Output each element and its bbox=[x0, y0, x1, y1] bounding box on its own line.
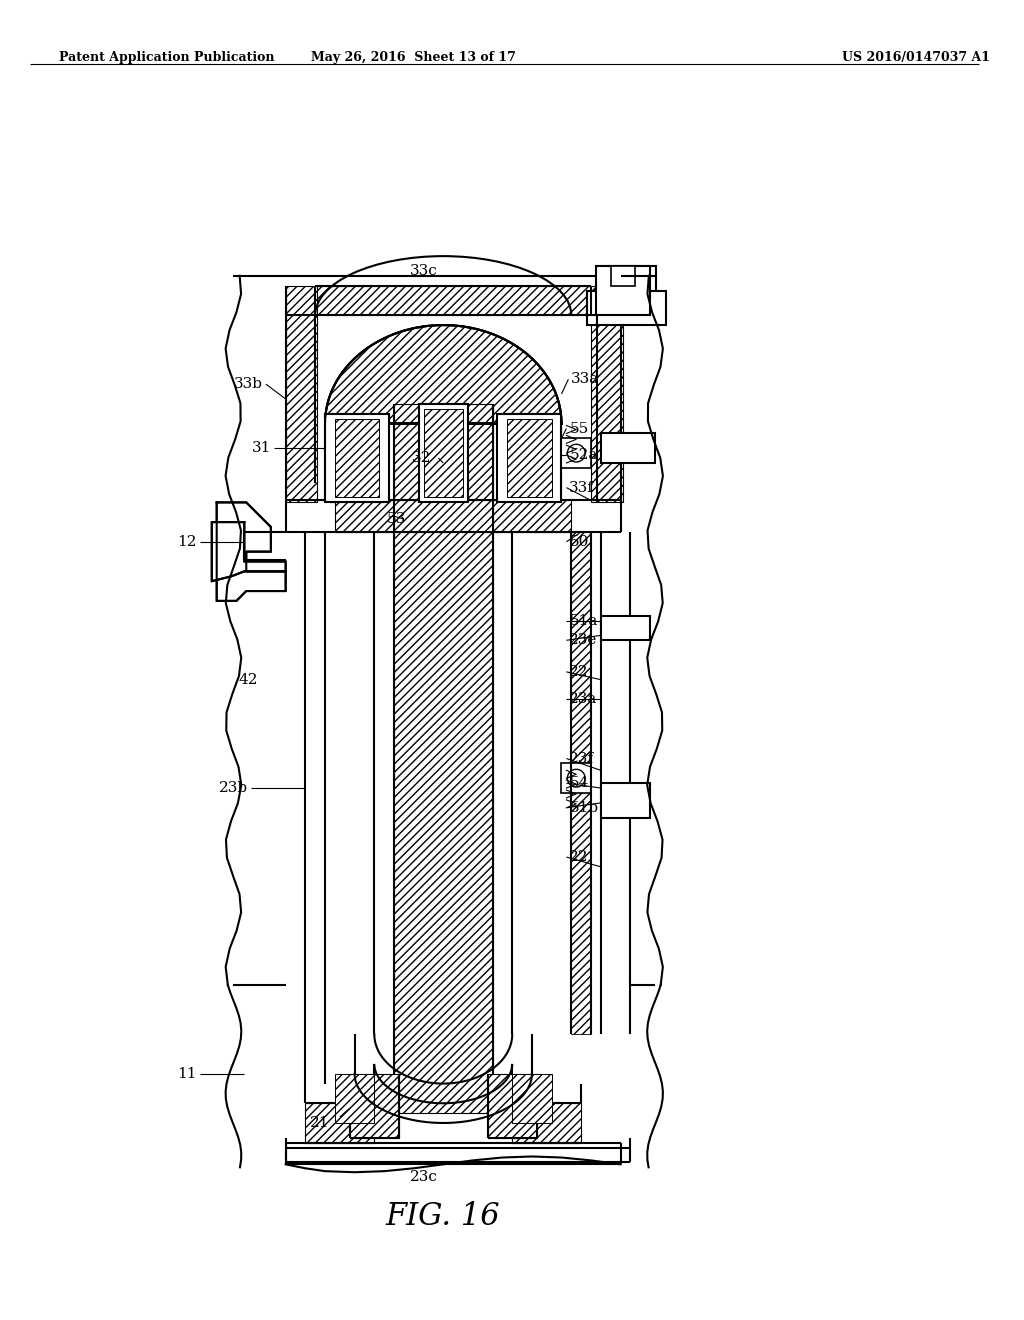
Bar bbox=[601, 783, 650, 817]
Text: 23c: 23c bbox=[410, 1170, 437, 1184]
Text: 23b: 23b bbox=[219, 781, 248, 795]
Bar bbox=[561, 438, 591, 467]
Text: 33c: 33c bbox=[410, 264, 437, 279]
Bar bbox=[561, 763, 591, 793]
Bar bbox=[512, 1073, 552, 1123]
Text: FIG. 16: FIG. 16 bbox=[386, 1201, 501, 1232]
Polygon shape bbox=[212, 523, 286, 581]
Text: 51a: 51a bbox=[569, 614, 598, 627]
Bar bbox=[325, 413, 389, 503]
Text: 31: 31 bbox=[252, 441, 271, 455]
Text: 33b: 33b bbox=[234, 378, 263, 391]
Text: 21: 21 bbox=[310, 1115, 330, 1130]
Text: 50: 50 bbox=[569, 535, 589, 549]
Polygon shape bbox=[325, 325, 561, 424]
Bar bbox=[512, 1104, 582, 1143]
Bar bbox=[591, 285, 623, 503]
Bar bbox=[349, 1073, 399, 1138]
Bar bbox=[596, 267, 650, 315]
Text: May 26, 2016  Sheet 13 of 17: May 26, 2016 Sheet 13 of 17 bbox=[311, 51, 516, 65]
Bar bbox=[587, 290, 666, 325]
Bar bbox=[487, 1073, 537, 1138]
Bar bbox=[424, 409, 463, 498]
Bar bbox=[571, 532, 591, 1035]
Polygon shape bbox=[217, 503, 286, 601]
Bar bbox=[335, 1073, 375, 1123]
Text: 52a: 52a bbox=[569, 447, 598, 462]
Bar bbox=[286, 285, 317, 503]
Bar bbox=[601, 615, 650, 640]
Bar bbox=[498, 413, 561, 503]
Text: 55: 55 bbox=[569, 421, 589, 436]
Bar bbox=[330, 413, 384, 503]
Bar bbox=[394, 404, 493, 1113]
Text: Patent Application Publication: Patent Application Publication bbox=[59, 51, 274, 65]
Text: 12: 12 bbox=[177, 535, 197, 549]
Text: 54: 54 bbox=[569, 776, 589, 791]
Bar bbox=[335, 418, 379, 498]
Text: 53: 53 bbox=[387, 512, 407, 527]
Text: 23e: 23e bbox=[569, 634, 598, 647]
Bar bbox=[597, 267, 656, 296]
Text: 23a: 23a bbox=[569, 693, 598, 706]
Bar bbox=[503, 413, 557, 503]
Bar bbox=[315, 285, 591, 315]
Text: 33f: 33f bbox=[569, 480, 594, 495]
Text: 33a: 33a bbox=[571, 372, 600, 387]
Bar bbox=[601, 433, 655, 463]
Bar bbox=[610, 267, 635, 285]
Bar bbox=[305, 1104, 375, 1143]
Bar bbox=[419, 404, 468, 503]
Text: US 2016/0147037 A1: US 2016/0147037 A1 bbox=[842, 51, 990, 65]
Text: 22: 22 bbox=[569, 850, 589, 865]
Text: 32: 32 bbox=[412, 451, 431, 465]
Bar bbox=[335, 500, 571, 532]
Text: 23f: 23f bbox=[569, 751, 594, 766]
Text: 51b: 51b bbox=[569, 801, 598, 814]
Text: 11: 11 bbox=[177, 1067, 197, 1081]
Bar bbox=[507, 418, 552, 498]
Text: 22: 22 bbox=[569, 665, 589, 678]
Text: 42: 42 bbox=[239, 673, 258, 686]
